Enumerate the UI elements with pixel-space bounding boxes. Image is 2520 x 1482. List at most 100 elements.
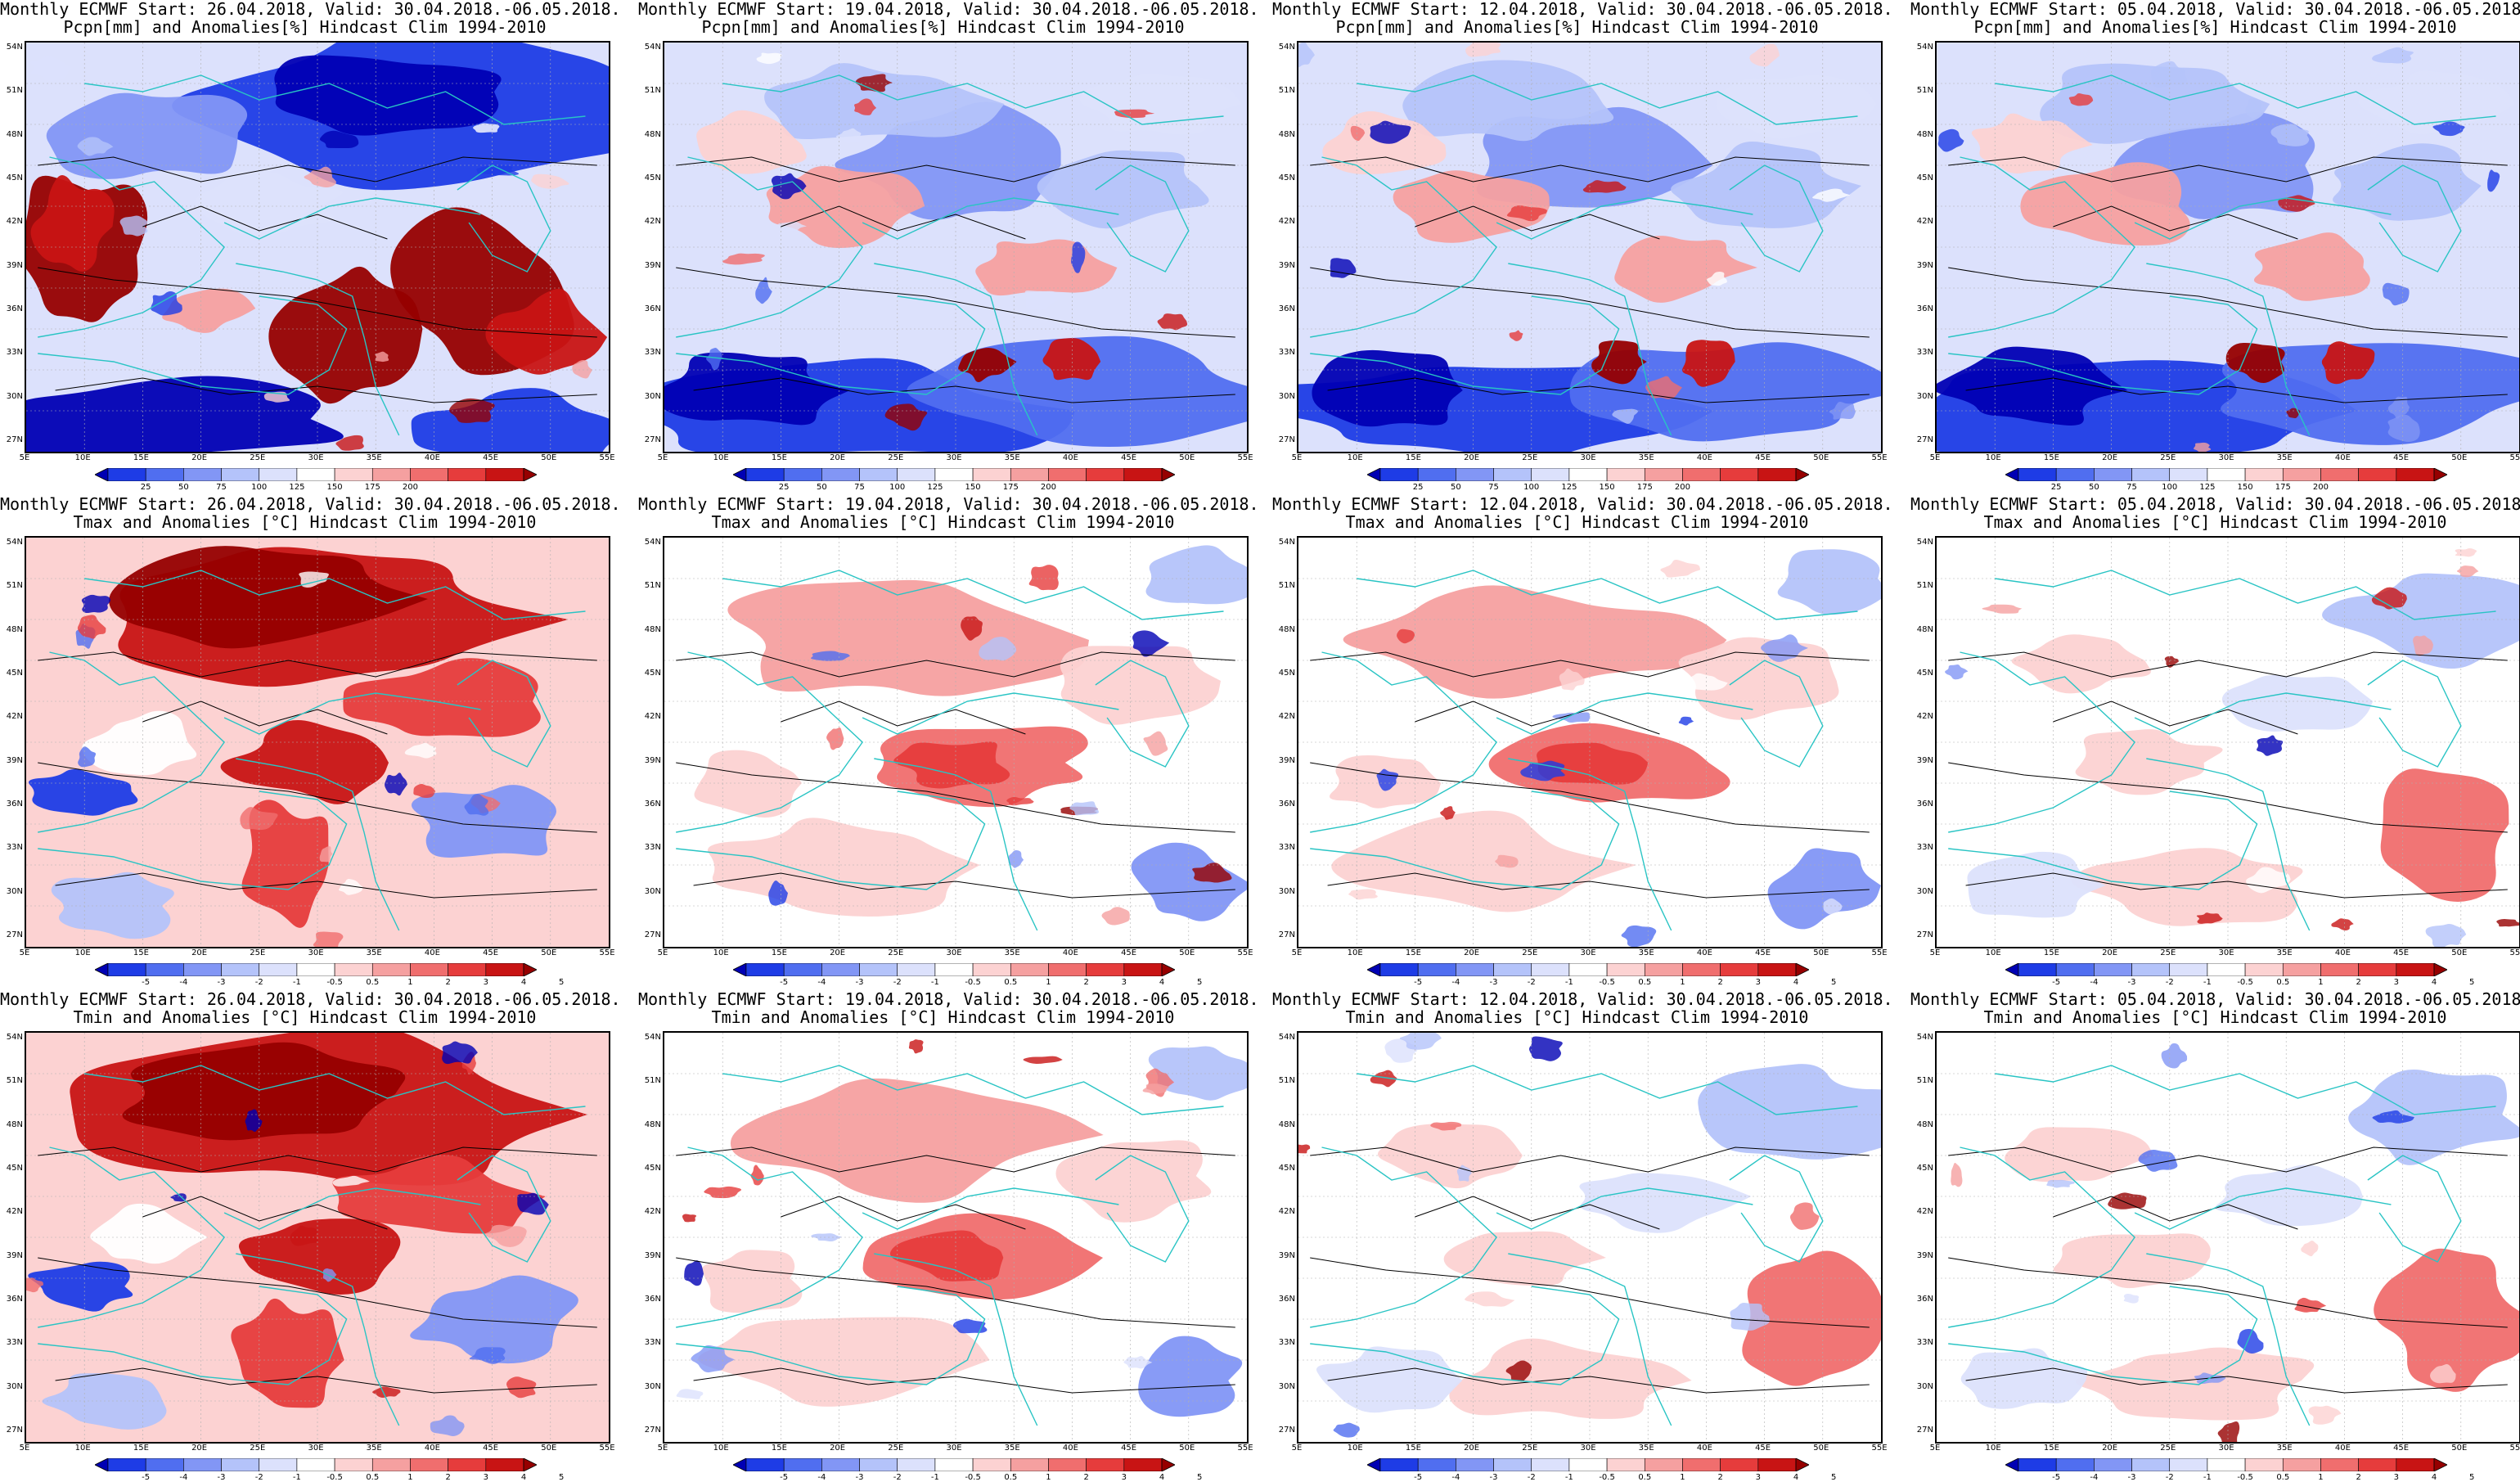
anomaly-speck: [1298, 1144, 1311, 1154]
colorbar-label: 4: [520, 1473, 527, 1482]
colorbar-label: 2: [1083, 978, 1089, 987]
latitude-tick-label: 39N: [1916, 260, 1933, 270]
anomaly-shading: [42, 1373, 167, 1430]
colorbar-bin: [2207, 963, 2246, 976]
colorbar-label: -2: [893, 1473, 902, 1482]
longitude-tick-label: 5E: [1929, 453, 1941, 462]
anomaly-speck: [2237, 1328, 2264, 1354]
colorbar-bin: [2396, 1458, 2435, 1471]
colorbar-bin: [1048, 963, 1087, 976]
colorbar-label: 100: [251, 483, 268, 492]
colorbar-bin: [485, 468, 524, 481]
latitude-tick-label: 39N: [6, 1250, 23, 1260]
colorbar-label: 3: [1121, 1473, 1127, 1482]
anomaly-speck: [722, 253, 765, 265]
longitude-tick-label: 20E: [191, 948, 208, 957]
latitude-tick-label: 27N: [1278, 435, 1295, 444]
coastline: [722, 1065, 1224, 1115]
isoline: [676, 1257, 1235, 1328]
colorbar-bin: [1531, 1458, 1570, 1471]
anomaly-shading: [28, 1261, 133, 1312]
colorbar-bin: [2282, 468, 2321, 481]
colorbar: [95, 963, 537, 976]
latitude-tick-label: 45N: [1278, 669, 1295, 678]
anomaly-shading: [2221, 674, 2374, 732]
latitude-tick-label: 51N: [1278, 86, 1295, 96]
colorbar-label: 125: [927, 483, 943, 492]
latitude-tick-label: 48N: [1278, 1119, 1295, 1129]
colorbar-bin: [1493, 1458, 1532, 1471]
isoline: [38, 156, 597, 182]
anomaly-speck: [1028, 565, 1059, 591]
colorbar-bin: [371, 468, 411, 481]
anomaly-speck: [811, 1233, 843, 1242]
anomaly-speck: [442, 1041, 478, 1065]
anomaly-speck: [304, 166, 336, 187]
anomaly-shading: [1678, 637, 1839, 720]
longitude-tick-label: 25E: [1522, 948, 1538, 957]
colorbar-label: 150: [2237, 483, 2253, 492]
colorbar-label: 1: [2318, 978, 2324, 987]
colorbar-label: 2: [1717, 978, 1723, 987]
panel-title-line1: Monthly ECMWF Start: 05.04.2018, Valid: …: [1910, 494, 2520, 514]
colorbar-bin: [821, 1458, 860, 1471]
latitude-tick-label: 54N: [1916, 43, 1933, 52]
colorbar-bin: [1379, 963, 1419, 976]
longitude-tick-label: 15E: [2043, 453, 2059, 462]
colorbar-high-arrow: [523, 468, 537, 481]
anomaly-shading: [1777, 549, 1881, 615]
anomaly-shading: [1569, 342, 1881, 442]
latitude-tick-label: 39N: [1278, 755, 1295, 765]
anomaly-shading: [2215, 1164, 2363, 1227]
coastline: [223, 692, 481, 735]
anomaly-speck: [1192, 863, 1232, 883]
anomaly-shading: [26, 376, 344, 452]
longitude-tick-label: 30E: [946, 1444, 962, 1453]
colorbar-label: 175: [2275, 483, 2291, 492]
latitude-tick-label: 33N: [1278, 348, 1295, 358]
coastline: [1496, 692, 1753, 735]
latitude-tick-label: 45N: [644, 173, 661, 182]
panel-title-line1: Monthly ECMWF Start: 26.04.2018, Valid: …: [0, 0, 621, 19]
colorbar-bin: [1531, 963, 1570, 976]
colorbar-low-arrow: [733, 468, 747, 481]
latitude-tick-label: 45N: [6, 173, 23, 182]
colorbar-bin: [1456, 1458, 1494, 1471]
anomaly-speck: [1730, 1302, 1770, 1331]
colorbar-bin: [897, 963, 936, 976]
isoline: [38, 1146, 597, 1173]
anomaly-speck: [1333, 1422, 1360, 1438]
longitude-tick-label: 30E: [308, 453, 324, 462]
anomaly-speck: [1505, 1360, 1532, 1382]
latitude-tick-label: 27N: [6, 1426, 23, 1435]
coastline: [1357, 74, 1858, 125]
longitude-tick-label: 50E: [1813, 1444, 1829, 1453]
anomaly-shading: [1767, 848, 1881, 930]
anomaly-speck: [2108, 1192, 2147, 1209]
anomaly-speck: [2455, 548, 2477, 557]
latitude-tick-label: 45N: [1916, 173, 1933, 182]
anomaly-speck: [755, 277, 772, 304]
colorbar-label: 75: [216, 483, 227, 492]
longitude-tick-label: 50E: [1179, 948, 1195, 957]
colorbar-bin: [745, 1458, 785, 1471]
latitude-tick-label: 39N: [644, 260, 661, 270]
anomaly-shading: [727, 579, 1089, 696]
colorbar-label: 3: [483, 1473, 488, 1482]
anomaly-speck: [855, 74, 893, 92]
latitude-tick-label: 51N: [6, 86, 23, 96]
latitude-tick-label: 54N: [6, 1033, 23, 1042]
anomaly-speck: [2161, 1043, 2188, 1069]
anomaly-shading: [122, 1042, 406, 1141]
coastline: [2134, 197, 2392, 240]
longitude-tick-label: 5E: [1291, 453, 1303, 462]
anomaly-speck: [339, 879, 363, 895]
anomaly-speck: [1645, 376, 1682, 399]
colorbar-bin: [2244, 468, 2284, 481]
colorbar-bin: [1606, 468, 1645, 481]
colorbar-label: 0.5: [366, 1473, 380, 1482]
colorbar-label: -4: [179, 978, 188, 987]
longitude-tick-label: 5E: [19, 948, 30, 957]
colorbar-label: 0.5: [1004, 978, 1018, 987]
coastline: [2146, 263, 2311, 436]
